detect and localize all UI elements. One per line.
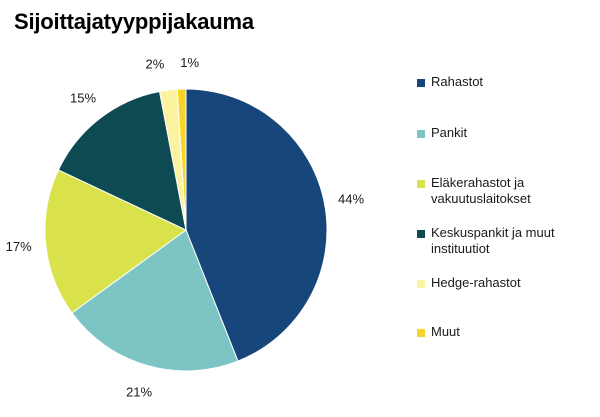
legend-label-muut: Muut [431, 324, 460, 339]
pie-slice-pankit [71, 229, 239, 372]
pie-label-muut: 1% [180, 55, 199, 70]
pie-label-pankit: 21% [126, 384, 152, 399]
legend-swatch-keskuspankit [417, 230, 425, 238]
pie-label-hedge-rahastot: 2% [146, 56, 165, 71]
pie-slice-elakerahastot-ja-vakuutuslaitokset [44, 169, 187, 314]
legend-label-hedge-rahastot: Hedge-rahastot [431, 275, 521, 290]
legend-swatch-rahastot [417, 79, 425, 87]
legend-item-rahastot: Rahastot [417, 74, 591, 90]
pie-slice-rahastot [185, 88, 328, 362]
pie-label-keskuspankit-ja-muut-instituutiot: 15% [70, 90, 96, 105]
pie-label-rahastot: 44% [338, 192, 364, 207]
legend-label-pankit: Pankit [431, 125, 468, 140]
legend-item-pankit: Pankit [417, 125, 591, 141]
legend-item-hedge-rahastot: Hedge-rahastot [417, 275, 591, 291]
legend-item-muut: Muut [417, 324, 591, 340]
legend-item-keskuspankit: Keskuspankit ja muut instituutiot [417, 225, 591, 257]
pie-label-elakerahastot-ja-vakuutuslaitokset: 17% [6, 239, 32, 254]
pie-slice-muut [176, 88, 187, 231]
legend-label-rahastot: Rahastot [431, 74, 484, 89]
legend-item-elakerahastot: Eläkerahastot ja vakuutuslaitokset [417, 175, 591, 207]
legend-label-elakerahastot: Eläkerahastot ja vakuutuslaitokset [431, 175, 531, 206]
legend-swatch-pankit [417, 130, 425, 138]
legend-swatch-elakerahastot [417, 180, 425, 188]
legend-swatch-muut [417, 329, 425, 337]
chart-title: Sijoittajatyyppijakauma [14, 9, 254, 34]
legend-label-keskuspankit: Keskuspankit ja muut instituutiot [431, 225, 555, 256]
pie-slice-keskuspankit-ja-muut-instituutiot [57, 90, 187, 231]
legend-swatch-hedge-rahastot [417, 280, 425, 288]
